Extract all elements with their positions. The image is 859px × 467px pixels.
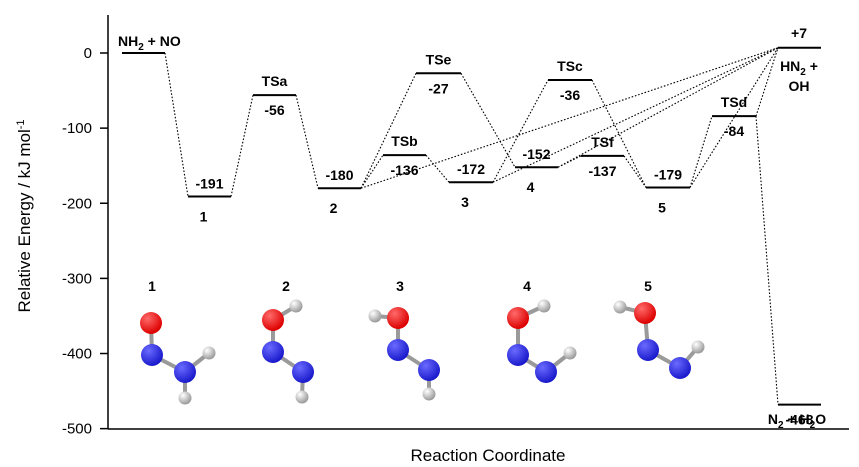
label-nh2-no: NH2 + NO: [118, 33, 181, 53]
x-axis-title: Reaction Coordinate: [411, 446, 566, 465]
y-tick-label: -300: [62, 270, 92, 287]
connector-tsb-i3: [425, 154, 450, 183]
molecule-structure-1: 1: [140, 278, 216, 405]
nitrogen-atom: [535, 361, 557, 383]
nitrogen-atom: [387, 339, 409, 361]
hydrogen-atom: [295, 390, 309, 404]
molecule-structure-5: 5: [613, 278, 705, 379]
energy-label-tsd: -84: [724, 123, 744, 139]
connector-tsd-n2h2o: [755, 116, 779, 405]
level-name-tsc: TSc: [557, 58, 583, 74]
energy-label-tsa: -56: [264, 102, 284, 118]
y-tick-label: -400: [62, 346, 92, 363]
oxygen-atom: [140, 312, 162, 334]
structure-label: 3: [396, 278, 404, 294]
nitrogen-atom: [292, 361, 314, 383]
connector-i4-hn2oh: [557, 47, 779, 168]
energy-label-tsb: -136: [390, 162, 418, 178]
nitrogen-atom: [141, 344, 163, 366]
structure-label: 4: [523, 278, 531, 294]
connector-i5-tsd: [689, 115, 713, 188]
nitrogen-atom: [174, 361, 196, 383]
connector-nh2no-i1: [164, 52, 189, 197]
structure-label: 1: [148, 278, 156, 294]
nitrogen-atom: [418, 359, 440, 381]
hydrogen-atom: [613, 300, 627, 314]
y-tick-label: -200: [62, 195, 92, 212]
energy-label-n2h2o: -468: [785, 412, 813, 428]
connector-i2-tse: [360, 73, 417, 189]
connector-tse-i4: [460, 73, 516, 168]
level-name-tsd: TSd: [721, 94, 747, 110]
y-tick-label: -500: [62, 421, 92, 438]
hydrogen-atom: [178, 391, 192, 405]
level-name-tsa: TSa: [262, 73, 288, 89]
hydrogen-atom: [422, 387, 436, 401]
molecule-structure-2: 2: [262, 278, 314, 404]
y-tick-label: -100: [62, 120, 92, 137]
level-name-i2: 2: [330, 200, 338, 216]
hydrogen-atom: [537, 299, 551, 313]
label-hn2oh-energy: +7: [791, 25, 807, 41]
level-name-i5: 5: [658, 199, 666, 215]
energy-label-i1: -191: [195, 175, 223, 191]
energy-label-i5: -179: [654, 166, 682, 182]
energy-label-i3: -172: [457, 161, 485, 177]
connector-i3-hn2oh: [492, 47, 779, 183]
energy-label-tsc: -36: [560, 87, 580, 103]
connector-i5-hn2oh: [689, 47, 779, 188]
level-name-tse: TSe: [426, 51, 452, 67]
energy-label-i2: -180: [325, 167, 353, 183]
hydrogen-atom: [289, 299, 303, 313]
hydrogen-atom: [563, 346, 577, 360]
hydrogen-atom: [368, 309, 382, 323]
nitrogen-atom: [507, 344, 529, 366]
level-name-i3: 3: [461, 194, 469, 210]
molecule-structure-3: 3: [368, 278, 440, 401]
level-name-tsf: TSf: [591, 134, 614, 150]
label-hn2-plus: HN2 +: [780, 58, 818, 78]
oxygen-atom: [634, 302, 656, 324]
molecule-structure-4: 4: [507, 278, 577, 383]
oxygen-atom: [262, 309, 284, 331]
label-n2-h2o: N2 + H2O: [768, 411, 826, 431]
oxygen-atom: [387, 307, 409, 329]
connector-tsa-i2: [295, 94, 319, 189]
energy-label-tsf: -137: [588, 163, 616, 179]
nitrogen-atom: [262, 341, 284, 363]
connector-i3-tsc: [492, 79, 549, 183]
nitrogen-atom: [637, 339, 659, 361]
y-axis-title: Relative Energy / kJ mol-1: [15, 119, 34, 312]
connector-i1-tsa: [230, 94, 254, 197]
level-name-i4: 4: [527, 179, 535, 195]
y-tick-label: 0: [84, 45, 92, 62]
nitrogen-atom: [669, 357, 691, 379]
connector-tsf-i5: [623, 155, 647, 188]
energy-label-tse: -27: [428, 80, 448, 96]
connector-i2-tsb: [360, 154, 384, 189]
oxygen-atom: [507, 307, 529, 329]
level-name-tsb: TSb: [391, 133, 417, 149]
hydrogen-atom: [691, 340, 705, 354]
structure-label: 5: [644, 278, 652, 294]
structure-label: 2: [282, 278, 290, 294]
label-oh: OH: [789, 78, 810, 94]
energy-label-i4: -152: [522, 146, 550, 162]
level-name-i1: 1: [200, 208, 208, 224]
hydrogen-atom: [202, 346, 216, 360]
